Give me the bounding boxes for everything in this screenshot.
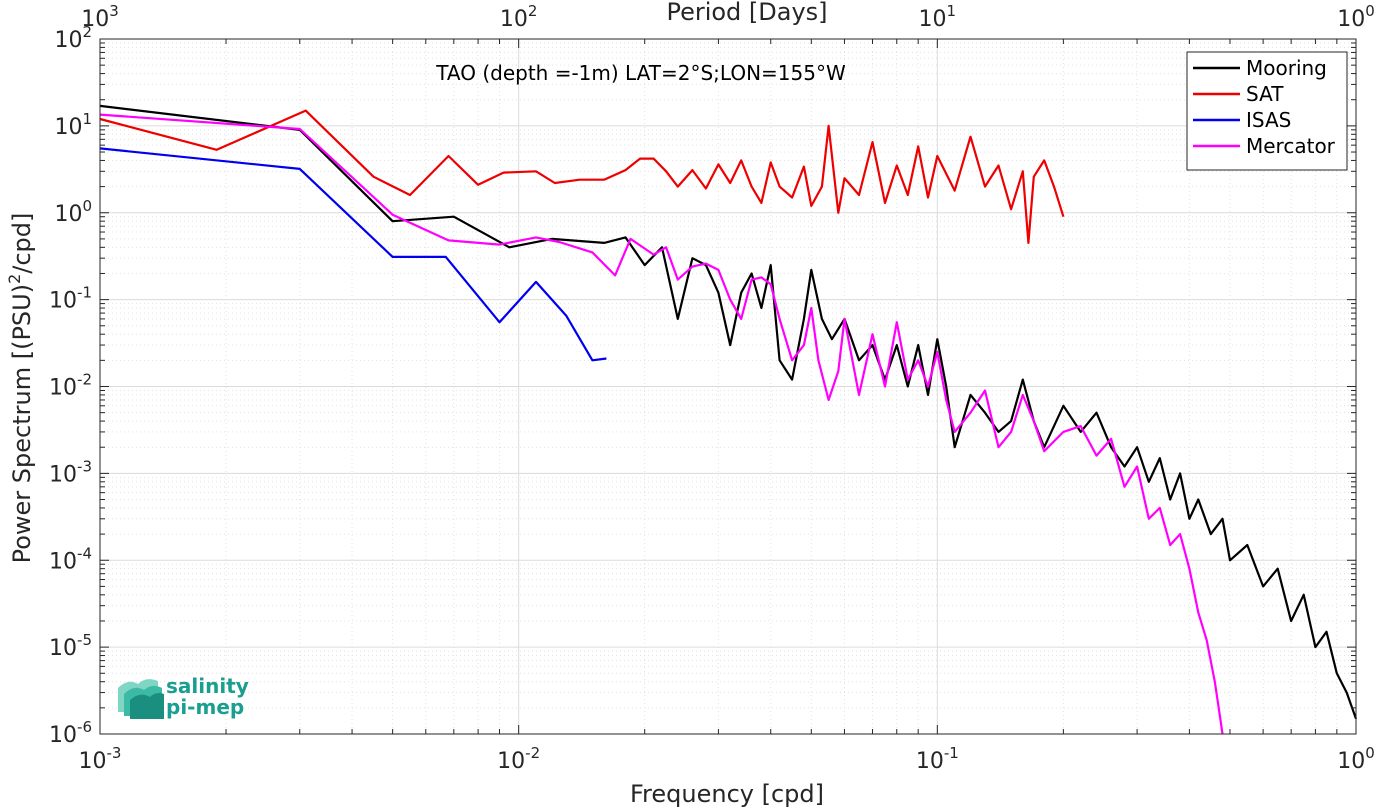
y-axis-label: Power Spectrum [(PSU)2/cpd] — [5, 213, 36, 564]
legend-box — [1186, 51, 1348, 171]
top-tick-label: 100 — [1337, 2, 1375, 32]
legend-label-isas: ISAS — [1246, 108, 1291, 132]
x-tick-label: 10-3 — [79, 744, 122, 774]
series-isas-line — [99, 147, 607, 362]
tick-marks — [99, 38, 1357, 735]
legend-label-sat: SAT — [1246, 82, 1284, 106]
y-tick-label: 100 — [54, 197, 92, 227]
chart-title: TAO (depth =-1m) LAT=2°S;LON=155°W — [435, 61, 846, 85]
y-tick-label: 101 — [54, 110, 92, 140]
x-tick-label: 100 — [1337, 744, 1375, 774]
top-tick-label: 101 — [919, 2, 957, 32]
legend-label-mercator: Mercator — [1246, 134, 1336, 158]
series-layer — [99, 104, 1358, 735]
y-tick-label: 10-1 — [49, 284, 92, 314]
minor-grid — [100, 39, 1356, 734]
logo-line2: pi-mep — [166, 695, 244, 719]
logo-line1: salinity — [166, 674, 249, 698]
top-tick-label: 103 — [81, 2, 119, 32]
x-tick-label: 10-2 — [497, 744, 540, 774]
wave-icon — [118, 679, 164, 719]
y-tick-label: 10-2 — [49, 371, 92, 401]
x-tick-label: 10-1 — [916, 744, 959, 774]
series-mercator-line — [99, 113, 1224, 735]
y-tick-label: 10-5 — [49, 631, 92, 661]
top-tick-label: 102 — [500, 2, 538, 32]
x-axis-label: Frequency [cpd] — [630, 780, 824, 808]
y-tick-label: 102 — [54, 23, 92, 53]
y-tick-label: 10-4 — [49, 544, 92, 574]
salinity-pi-mep-logo: salinity pi-mep — [118, 674, 249, 719]
top-axis-label: Period [Days] — [666, 0, 827, 26]
series-mooring-line — [99, 104, 1358, 720]
legend-label-mooring: Mooring — [1246, 56, 1327, 80]
series-sat-line — [99, 109, 1065, 244]
y-tick-label: 10-3 — [49, 457, 92, 487]
y-tick-label: 10-6 — [49, 718, 92, 748]
